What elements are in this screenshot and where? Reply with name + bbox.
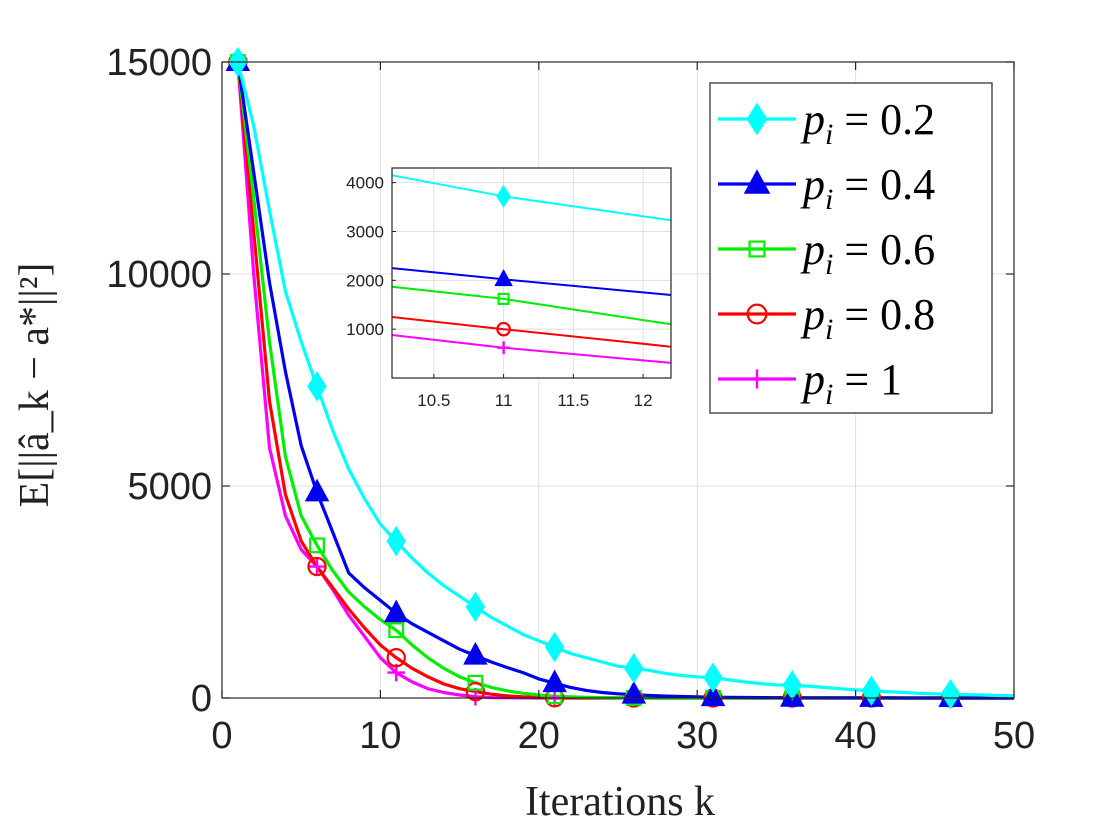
inset-zoom-plot: 10.5 11 11.5 12 1000 2000 3000 4000 [346,167,672,410]
legend-value: = 0.2 [833,95,935,144]
marker-p02 [465,591,486,622]
marker-p06 [388,622,405,639]
legend: pi = 0.2pi = 0.4pi = 0.6pi = 0.8pi = 1 [709,82,993,414]
legend-value: = 0.8 [833,290,935,339]
inset-marker-p08 [496,321,511,337]
y-axis-label: E[||â_k − a*||²] [12,263,58,508]
legend-label-p06: pi = 0.6 [800,225,935,281]
marker-p02 [386,525,406,557]
legend-marker-p04 [743,169,771,194]
inset-plot-frame [391,167,672,379]
legend-value: = 0.4 [833,160,935,209]
marker-p04 [304,478,330,502]
x-tick-label: 20 [518,715,560,757]
inset-x-tick-label: 11 [495,391,513,410]
legend-subscript: i [825,248,833,281]
legend-symbol: p [800,160,825,209]
main-plot-frame [221,61,1015,699]
x-axis-label: Iterations k [525,779,715,825]
inset-y-tick-label: 2000 [346,271,384,290]
main-axis-ticks: 0 10 20 30 40 50 0 5000 10000 15000 [106,42,1035,757]
y-tick-label: 0 [191,678,212,720]
inset-y-tick-label: 1000 [346,320,384,339]
y-tick-label: 15000 [106,42,212,84]
legend-value: = 1 [833,355,902,404]
marker-p08 [465,681,486,702]
legend-symbol: p [800,355,825,404]
marker-p1 [308,557,326,576]
legend-symbol: p [800,225,825,274]
inset-series-markers [494,184,513,355]
inset-marker-p06 [497,292,510,305]
marker-p08 [307,556,327,577]
marker-p04 [383,599,409,623]
inset-y-tick-label: 3000 [346,222,384,241]
legend-label-p02: pi = 0.2 [800,95,935,151]
x-tick-label: 50 [993,715,1035,757]
legend-marker-p02 [746,102,768,136]
y-tick-label: 10000 [106,254,212,296]
legend-entries: pi = 0.2pi = 0.4pi = 0.6pi = 0.8pi = 1 [718,95,935,411]
inset-marker-p02 [496,184,511,208]
legend-symbol: p [800,290,825,339]
inset-x-tick-label: 12 [634,391,653,410]
marker-p02 [624,653,644,684]
x-tick-label: 30 [676,715,718,757]
marker-p04 [542,669,567,693]
legend-marker-p08 [746,303,768,325]
legend-subscript: i [825,183,833,216]
x-tick-label: 40 [834,715,876,757]
marker-p06 [309,537,325,554]
legend-label-p08: pi = 0.8 [800,290,935,346]
marker-p04 [463,641,488,665]
marker-p02 [782,670,802,701]
marker-p02 [940,679,961,710]
marker-p04 [700,683,726,707]
x-tick-label: 10 [359,715,401,757]
marker-p08 [386,648,406,668]
y-tick-label: 5000 [127,466,212,508]
legend-subscript: i [825,118,833,151]
legend-marker-p1 [747,369,767,389]
legend-label-p04: pi = 0.4 [800,160,935,216]
inset-line-p08 [391,316,672,348]
marker-p02 [544,631,565,663]
x-tick-label: 0 [211,715,232,757]
inset-line-p06 [391,285,672,326]
inset-marker-p04 [494,268,513,287]
legend-subscript: i [825,378,833,411]
marker-p02 [307,371,327,402]
legend-marker-p06 [748,240,766,258]
inset-y-tick-label: 4000 [346,174,384,193]
inset-x-tick-label: 10.5 [417,391,450,410]
marker-p02 [703,662,723,693]
legend-subscript: i [825,313,833,346]
inset-axis-ticks: 10.5 11 11.5 12 1000 2000 3000 4000 [346,174,652,410]
marker-p06 [467,674,484,691]
legend-symbol: p [800,95,825,144]
legend-value: = 0.6 [833,225,935,274]
inset-x-tick-label: 11.5 [557,391,589,410]
legend-label-p1: pi = 1 [800,355,902,411]
inset-marker-p1 [497,341,510,355]
